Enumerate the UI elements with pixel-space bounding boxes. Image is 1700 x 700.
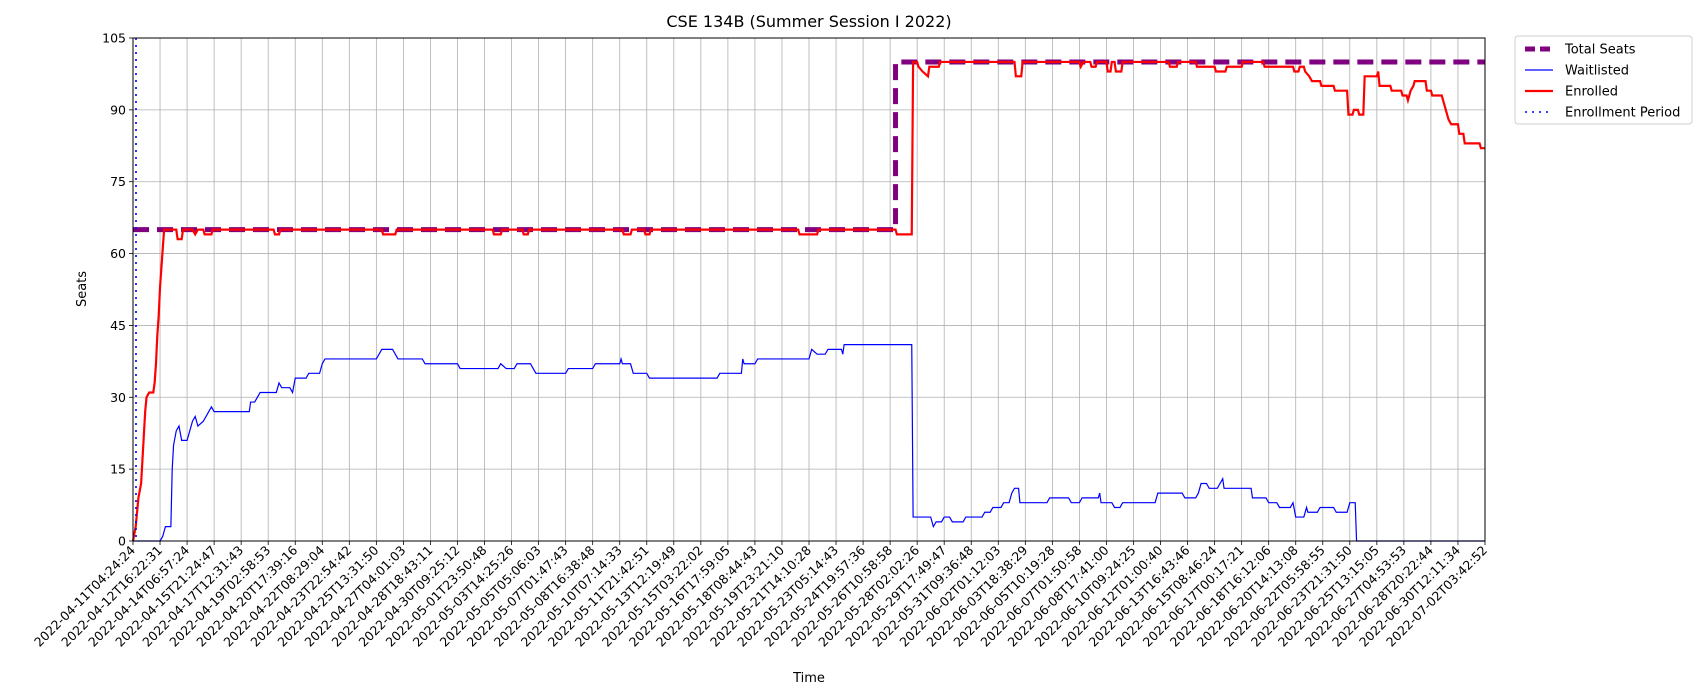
grid: [132, 37, 1486, 542]
y-tick-label: 60: [110, 246, 126, 261]
y-tick-label: 75: [110, 174, 126, 189]
series-waitlisted-line: [133, 343, 1485, 542]
series-enrolled-line: [131, 60, 1485, 542]
legend-box: [1514, 35, 1693, 125]
legend-label: Waitlisted: [1565, 64, 1629, 79]
legend: Total Seats Waitlisted Enrolled Enrollment …: [1514, 35, 1693, 125]
y-tick-label: 30: [110, 390, 126, 405]
legend-label: Enrollment Period: [1565, 106, 1680, 121]
x-axis: 2022-04-11T04:24:242022-04-12T16:22:3120…: [31, 541, 1490, 650]
x-axis-label: Time: [792, 671, 825, 686]
y-tick-label: 45: [110, 318, 126, 333]
y-tick-label: 0: [118, 534, 126, 549]
series-layer: [131, 38, 1485, 542]
y-axis-label: Seats: [75, 271, 90, 307]
chart-title: CSE 134B (Summer Session I 2022): [666, 12, 951, 31]
legend-label: Enrolled: [1565, 85, 1618, 100]
y-axis: 0 15 30 45 60 75 90 105: [102, 31, 133, 549]
y-tick-label: 15: [110, 462, 126, 477]
y-tick-label: 90: [110, 102, 126, 117]
legend-label: Total Seats: [1564, 43, 1636, 58]
y-tick-label: 105: [102, 31, 126, 46]
